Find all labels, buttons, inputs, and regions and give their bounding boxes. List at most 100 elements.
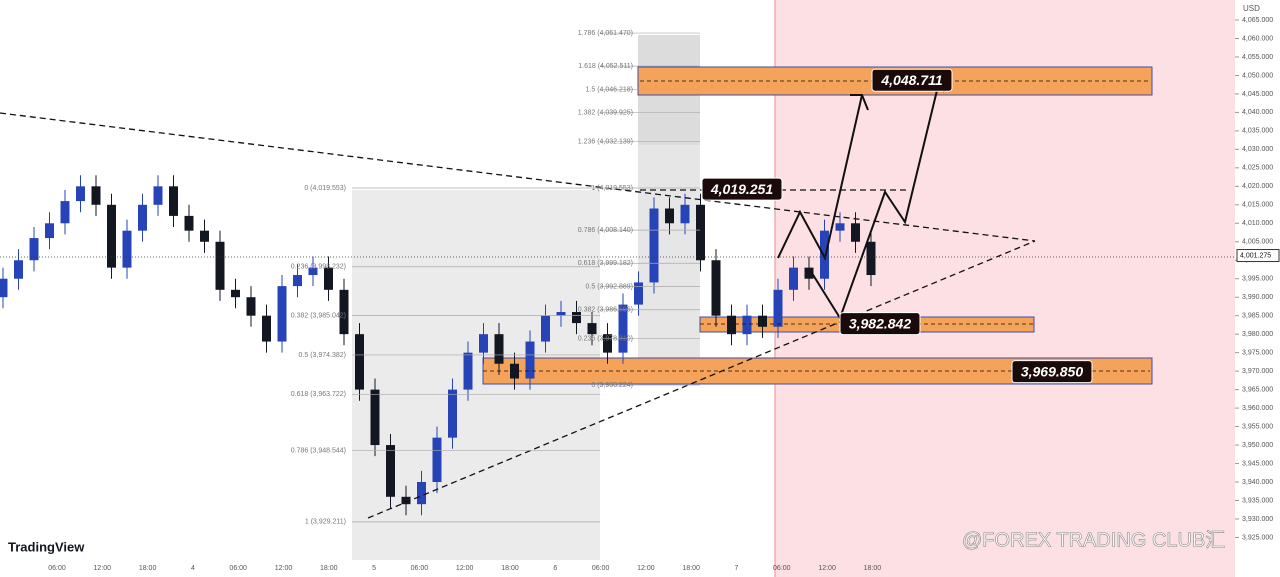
x-tick-label: 06:00 [592,565,610,572]
y-tick-label: 3,985.000 [1242,313,1273,320]
y-tick-label: 3,945.000 [1242,460,1273,467]
candle-body [262,315,271,342]
fib-label: 0 (4,019.553) [304,185,346,192]
brand-logo: TradingView [8,539,85,554]
price-annotation-box [871,68,953,92]
fib-label: 0.5 (3,992.889) [586,283,633,290]
candle-body [634,282,643,305]
x-tick-label: 12:00 [637,565,655,572]
fib-label: 0.618 (3,963.722) [291,391,346,398]
x-tick-label: 12:00 [818,565,836,572]
candle-body [308,267,318,276]
x-tick-label: 12:00 [275,565,293,572]
price-tag [1236,249,1280,263]
y-tick-label: 3,990.000 [1242,294,1273,301]
currency: USD [1243,4,1260,13]
candle-body [45,223,54,239]
candle-body [587,323,597,335]
candle-body [479,334,488,353]
y-tick-label: 4,050.000 [1242,72,1273,79]
y-tick-label: 3,940.000 [1242,479,1273,486]
y-tick-label: 4,025.000 [1242,165,1273,172]
candle-body [494,334,504,364]
candle-body [727,315,736,335]
y-tick-label: 3,975.000 [1242,349,1273,356]
y-tick-label: 4,040.000 [1242,109,1273,116]
candle-body [231,289,240,298]
candle-body [851,223,860,242]
x-tick-label: 4 [191,565,195,572]
x-tick-label: 18:00 [501,565,519,572]
price-annotation: 4,048.711 [880,72,942,88]
candle-body [432,437,442,483]
candle-body [0,278,8,298]
y-tick-label: 4,045.000 [1242,91,1273,98]
candle-body [572,311,581,324]
candle-body [820,230,829,279]
candle-body [448,389,457,438]
fib-label: 0.382 (3,986.596) [578,307,633,314]
candle-body [556,311,566,316]
candle-body [215,241,225,290]
y-tick-label: 4,060.000 [1242,35,1273,42]
x-tick-label: 12:00 [456,565,474,572]
y-tick-label: 3,965.000 [1242,386,1273,393]
fib-label: 1 (4,019.553) [591,185,633,192]
trend-line [0,112,1036,242]
y-tick-label: 4,020.000 [1242,183,1273,190]
y-tick-label: 4,030.000 [1242,146,1273,153]
candle-body [76,186,85,202]
candle-body [355,334,364,390]
y-tick-label: 4,055.000 [1242,54,1273,61]
fib-label: 1 (3,929.211) [305,519,346,526]
price-annotation-box [701,177,783,201]
x-tick-label: 7 [735,565,739,572]
x-tick-label: 06:00 [411,565,429,572]
price-annotation-box [1011,360,1093,384]
candle-body [169,186,178,216]
price-axis [1235,0,1280,577]
candle-body [541,315,550,342]
y-tick-label: 3,925.000 [1242,534,1273,541]
x-tick-label: 18:00 [682,565,700,572]
x-tick-label: 6 [553,565,557,572]
trend-line [367,240,1036,519]
fib-label: 0.618 (3,999.182) [578,260,633,267]
price-tag-label: 4,001.275 [1240,252,1271,259]
candle-body [29,238,39,261]
x-tick-label: 5 [372,565,376,572]
candle-body [386,445,395,497]
x-tick-label: 18:00 [320,565,338,572]
fib-label: 1.618 (4,052.511) [578,63,633,70]
candle-body [618,304,628,353]
fib-label: 0.786 (3,948.544) [291,447,346,454]
candle-body [649,208,659,283]
candle-body [91,186,101,205]
arrowhead [850,94,869,111]
candle-body [603,334,612,353]
projection-arrow [809,77,941,321]
fib-label: 1.786 (4,061.470) [578,30,633,37]
candle-body [525,341,535,379]
candle-body [804,267,814,279]
y-tick-label: 3,995.000 [1242,276,1273,283]
watermark: @FOREX TRADING CLUB汇 [962,528,1225,551]
candle-body [122,230,132,268]
candle-body [138,204,147,231]
fib-label: 1.382 (4,039.925) [578,110,633,117]
projection-arrow [777,94,863,261]
candle-body [789,267,798,290]
candle-body [711,260,721,316]
candle-body [153,186,163,205]
candle-body [60,201,70,224]
y-tick-label: 3,930.000 [1242,516,1273,523]
y-tick-label: 3,950.000 [1242,442,1273,449]
fib-label: 0.382 (3,985.042) [291,312,346,319]
candle-body [200,230,209,242]
candle-body [246,297,256,316]
fib-label: 0.5 (3,974.382) [299,352,346,359]
y-tick-label: 3,970.000 [1242,368,1273,375]
candle-body [742,315,752,335]
y-tick-label: 4,065.000 [1242,17,1273,24]
candle-body [866,241,876,276]
